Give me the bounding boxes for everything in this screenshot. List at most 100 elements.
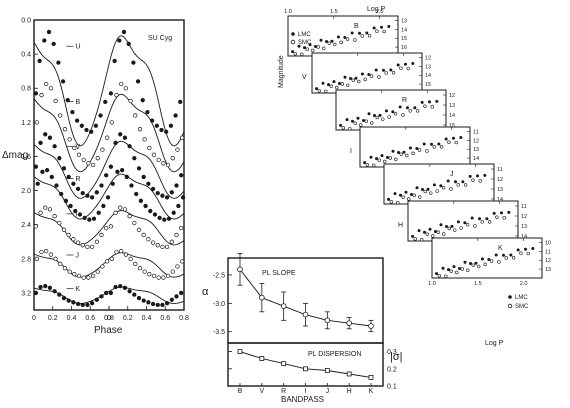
lc-point-V [94,190,99,195]
pl-ytick-label: 13 [401,18,407,24]
pl-point-lmc [384,109,388,113]
pl-point-lmc [468,174,472,178]
lc-point-V [122,135,128,140]
pl-xtick-label-bottom: 1.0 [428,281,436,287]
pl-point-lmc [327,83,330,87]
lc-ytick-label: 0.0 [21,18,31,25]
lc-point-K [57,292,62,297]
pl-point-smc [460,267,464,271]
slope-point-B [237,266,243,273]
pl-point-lmc [463,221,467,225]
lc-point-V [80,190,85,196]
pl-point-lmc [336,35,340,39]
pl-point-smc [360,34,364,38]
pl-point-lmc [439,184,443,188]
pl-point-lmc [463,260,467,264]
pl-point-smc [511,256,516,260]
pl-ytick-label: 14 [425,73,431,79]
lc-point-V [146,181,151,186]
pl-point-lmc [411,234,415,238]
pl-point-lmc [358,31,361,35]
lc-point-J [104,259,110,264]
pl-point-smc [429,191,433,195]
pl-point-smc [463,183,468,187]
pl-dispersion-title: PL DISPERSION [308,351,361,358]
lc-point-B [161,161,166,166]
pl-point-lmc [483,173,487,177]
lc-point-B [90,162,96,168]
lc-point-B [39,92,44,98]
lc-point-U [126,41,131,47]
lc-point-U [33,91,39,96]
lc-point-K [169,297,174,302]
legend-bottom-smc: SMC [515,304,529,310]
pl-point-smc [329,84,333,88]
lc-point-U [154,123,159,128]
lc-ytick-label: 2.4 [21,222,31,229]
lc-point-B [104,135,110,140]
pl-point-smc [324,89,328,94]
pl-point-lmc [445,225,448,228]
pl-point-lmc [398,105,402,109]
lc-point-U [164,129,169,134]
pl-point-smc [396,201,400,205]
lc-point-B [165,162,171,168]
pl-panel-J: 11 12 13 14 J [383,163,503,205]
lc-series-label: B [76,99,81,106]
pl-point-smc [442,232,446,236]
lc-point-K [179,290,184,296]
pl-point-smc [359,123,363,127]
pl-ytick-label: 10 [545,240,551,246]
lc-point-U [117,38,122,43]
pl-point-lmc [432,183,436,187]
pl-point-lmc [426,187,430,191]
pl-point-smc [425,232,429,236]
lc-point-I [66,232,71,238]
pl-legend-top: LMC SMC [290,32,312,46]
pl-point-lmc [428,227,432,231]
lc-point-U [178,99,183,105]
pl-point-lmc [303,46,306,50]
slope-point-K [368,323,374,329]
pl-ytick-label: 11 [545,249,551,255]
lc-point-V [155,190,160,196]
lc-point-K [75,301,81,307]
pl-point-lmc [399,193,402,197]
lc-point-V [150,186,156,192]
pl-point-lmc [500,211,503,215]
lc-point-J [39,249,44,255]
pl-point-lmc [480,257,484,261]
light-curves-ylabel: Δmag [2,150,28,161]
lc-point-B [128,98,133,104]
pl-ytick-label: 13 [449,103,455,109]
pl-point-smc [375,115,379,120]
pl-point-lmc [349,77,352,81]
lc-series-label: V [76,144,81,151]
light-curves-star-label: SU Cyg [148,35,172,42]
lc-point-I [99,232,104,238]
light-curves-xlabel: Phase [94,325,123,336]
lc-point-V [179,173,184,178]
pl-panel-B: 13141516171.01.52.0B [284,9,407,60]
lc-point-I [160,244,165,250]
lc-point-V [169,190,174,195]
lc-point-I [155,243,160,248]
pl-point-lmc [423,230,426,234]
lc-point-R [68,203,73,209]
pl-point-lmc [315,87,319,91]
lc-point-V [136,166,142,171]
pl-point-lmc [439,223,443,227]
lc-point-I [132,220,137,226]
lc-point-K [136,295,142,301]
pl-point-lmc [404,62,407,66]
pl-point-lmc [314,44,317,48]
pl-ytick-label: 11 [497,167,503,173]
pl-point-lmc [332,80,336,84]
lc-point-K [155,302,160,308]
pl-point-lmc [415,186,419,190]
pl-point-lmc [456,220,460,224]
pl-point-lmc [507,210,511,214]
lc-point-U [37,58,42,64]
pl-band-label: J [450,171,454,178]
slope-point-I [302,311,309,318]
